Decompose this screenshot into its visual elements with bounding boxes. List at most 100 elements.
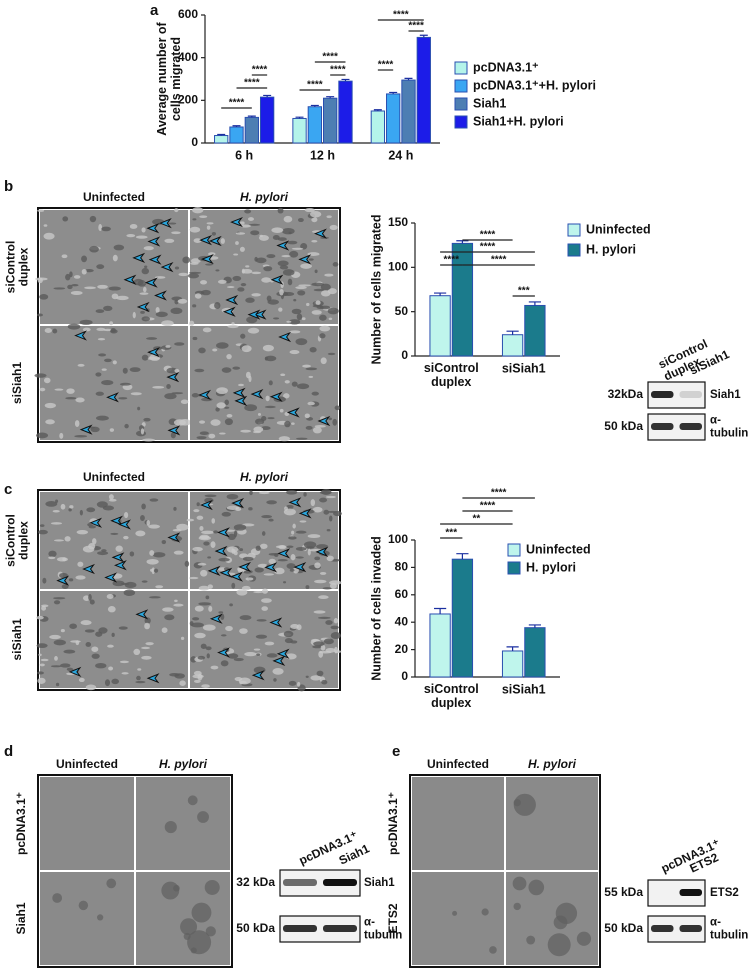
colony <box>204 879 220 895</box>
cell <box>279 289 284 296</box>
cell <box>261 531 266 536</box>
cell-arrow <box>251 670 265 681</box>
colony <box>187 795 198 806</box>
cell <box>180 399 189 404</box>
cell <box>333 618 339 624</box>
cell-arrow <box>225 294 239 306</box>
cell <box>314 562 321 569</box>
cell <box>189 320 195 326</box>
cell <box>245 265 250 268</box>
cell <box>262 344 274 352</box>
x-tick-label: 12 h <box>310 148 335 162</box>
cell <box>207 556 212 559</box>
significance-label: **** <box>322 52 338 63</box>
cell <box>329 582 337 589</box>
cell <box>318 595 329 600</box>
cell <box>297 681 301 687</box>
cell <box>277 260 289 267</box>
cell-arrow <box>158 218 172 229</box>
cell-arrow <box>113 560 127 571</box>
cell <box>279 265 289 270</box>
bar <box>338 80 353 144</box>
cell <box>320 357 327 365</box>
cell <box>197 655 206 660</box>
cell <box>284 506 288 511</box>
micrograph-image <box>136 872 230 965</box>
cell <box>259 543 268 549</box>
blot-box <box>647 879 706 907</box>
bar <box>307 106 322 144</box>
y-tick-label: 100 <box>388 532 408 546</box>
cell <box>312 304 322 308</box>
significance-label: **** <box>244 78 260 89</box>
cell <box>54 655 58 661</box>
cell-arrow <box>217 647 230 658</box>
cell <box>212 348 218 352</box>
cell <box>108 498 117 502</box>
row-label: pcDNA3.1⁺ <box>386 792 400 855</box>
legend-swatch <box>567 223 581 237</box>
cell <box>97 338 106 341</box>
y-tick-label: 150 <box>388 215 408 229</box>
cell <box>174 342 185 346</box>
significance-label: **** <box>480 242 496 253</box>
protein-label: ETS2 <box>710 887 739 899</box>
cell <box>107 644 114 648</box>
cell <box>95 309 105 313</box>
cell <box>219 432 226 435</box>
cell <box>244 404 258 412</box>
micrograph-image <box>38 492 190 589</box>
cell <box>76 529 89 535</box>
colony <box>97 914 104 921</box>
cell <box>242 556 254 562</box>
cell-arrow <box>269 391 283 402</box>
cell <box>202 327 212 333</box>
significance-label: **** <box>229 98 245 109</box>
blot-band <box>323 925 357 932</box>
legend-label: H. pylori <box>586 242 636 256</box>
cell <box>289 250 299 258</box>
cell <box>171 231 181 235</box>
cell-arrow <box>148 254 162 265</box>
cell <box>232 366 241 370</box>
cell <box>300 263 312 269</box>
cell <box>60 628 65 633</box>
cell <box>109 428 115 432</box>
cell <box>239 548 244 552</box>
bar <box>429 295 451 357</box>
cell <box>241 268 245 274</box>
colony <box>164 821 177 834</box>
cell <box>39 663 45 667</box>
cell <box>140 515 145 522</box>
cell <box>50 522 63 525</box>
blot-band <box>651 423 674 430</box>
cell-arrow <box>147 236 161 247</box>
cell <box>305 425 313 430</box>
cell <box>303 541 317 549</box>
cell <box>307 401 315 406</box>
error-bar <box>341 78 350 82</box>
cell <box>111 678 120 685</box>
image-background <box>136 777 230 870</box>
error-bar <box>326 96 335 99</box>
cell <box>101 226 111 232</box>
cell <box>278 436 291 442</box>
cell-arrow <box>166 372 180 383</box>
cell <box>53 287 66 290</box>
cell-arrow <box>247 309 261 320</box>
cell <box>323 638 334 645</box>
cell <box>245 297 255 303</box>
cell <box>223 406 230 409</box>
significance-label: **** <box>330 65 346 76</box>
cell <box>207 584 213 589</box>
cell <box>141 227 146 233</box>
cell <box>220 634 227 637</box>
cell <box>60 663 71 668</box>
cell <box>182 256 191 264</box>
legend-swatch <box>454 97 468 111</box>
cell <box>59 432 64 439</box>
cell <box>251 293 261 297</box>
cell <box>74 420 80 427</box>
cell <box>81 255 88 263</box>
cell <box>255 257 267 264</box>
